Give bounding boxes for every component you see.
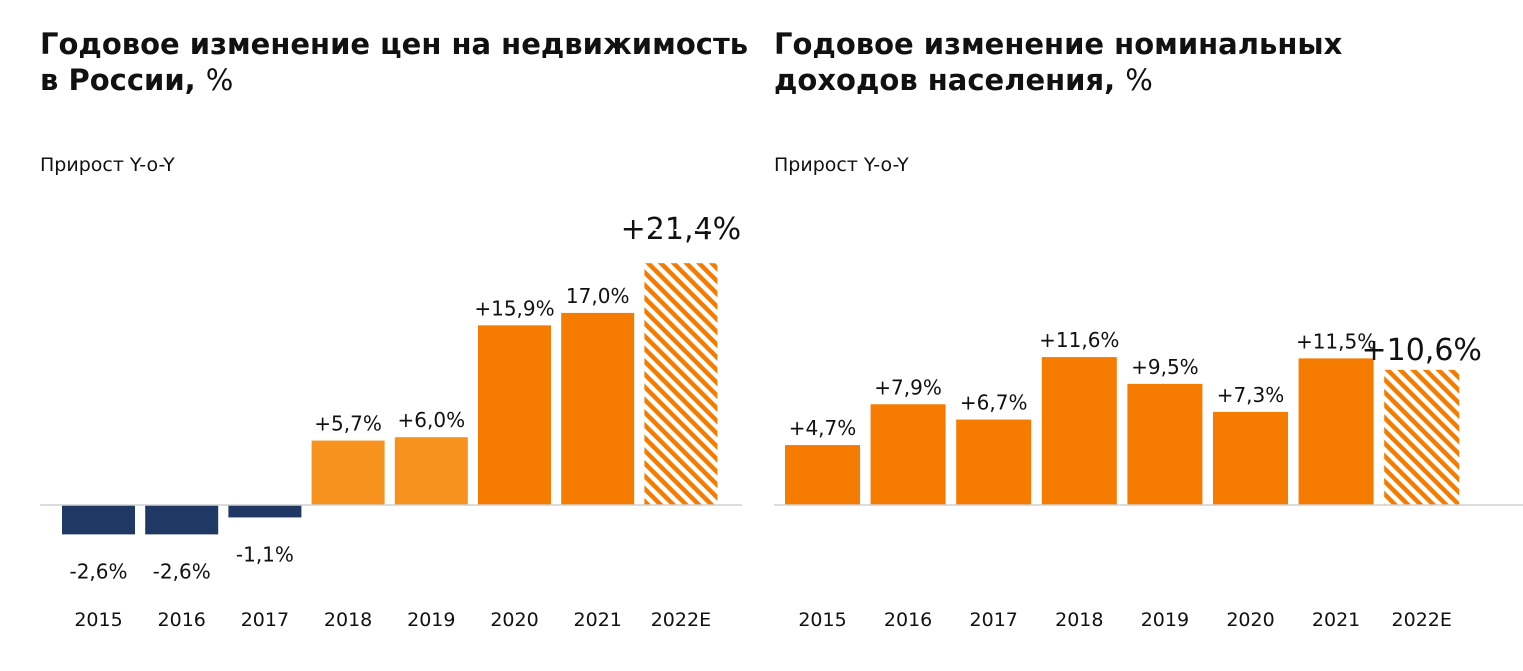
bar (1298, 358, 1374, 505)
x-tick-label: 2020 (490, 609, 538, 631)
x-tick-label: 2016 (884, 609, 932, 631)
bar (394, 437, 468, 505)
x-tick-label: 2019 (1141, 609, 1189, 631)
x-tick-label: 2022E (1392, 609, 1452, 631)
data-label: +4,7% (789, 416, 857, 440)
chart-subtitle: Прирост Y-o-Y (40, 154, 175, 176)
chart-subtitle: Прирост Y-o-Y (774, 154, 909, 176)
bar (228, 505, 302, 518)
data-label: +7,3% (1217, 383, 1285, 407)
x-tick-label: 2015 (74, 609, 122, 631)
chart-title-unit: % (205, 63, 234, 97)
x-tick-label: 2016 (158, 609, 206, 631)
chart-title-line-1: Годовое изменение номинальных (774, 27, 1343, 61)
data-label: +9,5% (1131, 355, 1199, 379)
data-label: +21,4% (621, 212, 741, 247)
chart-title-line-2: в России, (40, 63, 196, 97)
x-tick-label: 2017 (241, 609, 289, 631)
data-label: +10,6% (1361, 333, 1481, 368)
bar (1127, 383, 1203, 505)
data-label: -2,6% (153, 559, 211, 583)
bar (561, 312, 635, 505)
x-tick-label: 2017 (970, 609, 1018, 631)
data-label: +6,0% (398, 408, 466, 432)
data-label: -2,6% (69, 559, 127, 583)
bar (1384, 369, 1460, 505)
bar (62, 505, 135, 535)
x-tick-label: 2021 (1312, 609, 1360, 631)
bar (311, 440, 385, 505)
data-label: +7,9% (874, 375, 942, 399)
data-label: +11,6% (1039, 328, 1119, 352)
chart-title: Годовое изменение цен на недвижимость в … (40, 26, 748, 98)
x-tick-label: 2018 (324, 609, 372, 631)
income-bar-chart: +4,7% 2015 +7,9% 2016 +6,7% 2017 +11,6% 2018 +9,… (774, 328, 1523, 631)
x-tick-label: 2021 (574, 609, 622, 631)
data-label: +15,9% (474, 296, 554, 320)
data-label: +5,7% (314, 412, 382, 436)
chart-title-line-1: Годовое изменение цен на недвижимость (40, 27, 749, 61)
bar (956, 419, 1032, 505)
chart-title-unit: % (1125, 63, 1153, 97)
real-estate-chart-panel: Годовое изменение цен на недвижимость в … (0, 0, 760, 671)
real-estate-bar-chart: -2,6% 2015 -2,6% 2016 -1,1% 2017 +5,7% 2018 +6,0… (40, 201, 742, 631)
bar (1041, 357, 1117, 505)
data-label: +11,5% (1296, 329, 1376, 353)
data-label: 17,0% (566, 284, 630, 308)
data-label: -1,1% (236, 542, 294, 566)
bar (870, 404, 946, 505)
bar (644, 263, 718, 505)
bar (145, 505, 219, 535)
bar (785, 445, 860, 505)
x-tick-label: 2020 (1226, 609, 1274, 631)
x-tick-label: 2019 (407, 609, 455, 631)
x-tick-label: 2022E (651, 609, 711, 631)
chart-title: Годовое изменение номинальных доходов на… (774, 26, 1342, 98)
bar (478, 325, 551, 505)
income-chart-panel: Годовое изменение номинальных доходов на… (760, 0, 1523, 671)
x-tick-label: 2015 (798, 609, 846, 631)
bar (1213, 411, 1288, 505)
chart-title-line-2: доходов населения, (774, 63, 1116, 97)
x-tick-label: 2018 (1055, 609, 1103, 631)
data-label: +6,7% (960, 391, 1028, 415)
